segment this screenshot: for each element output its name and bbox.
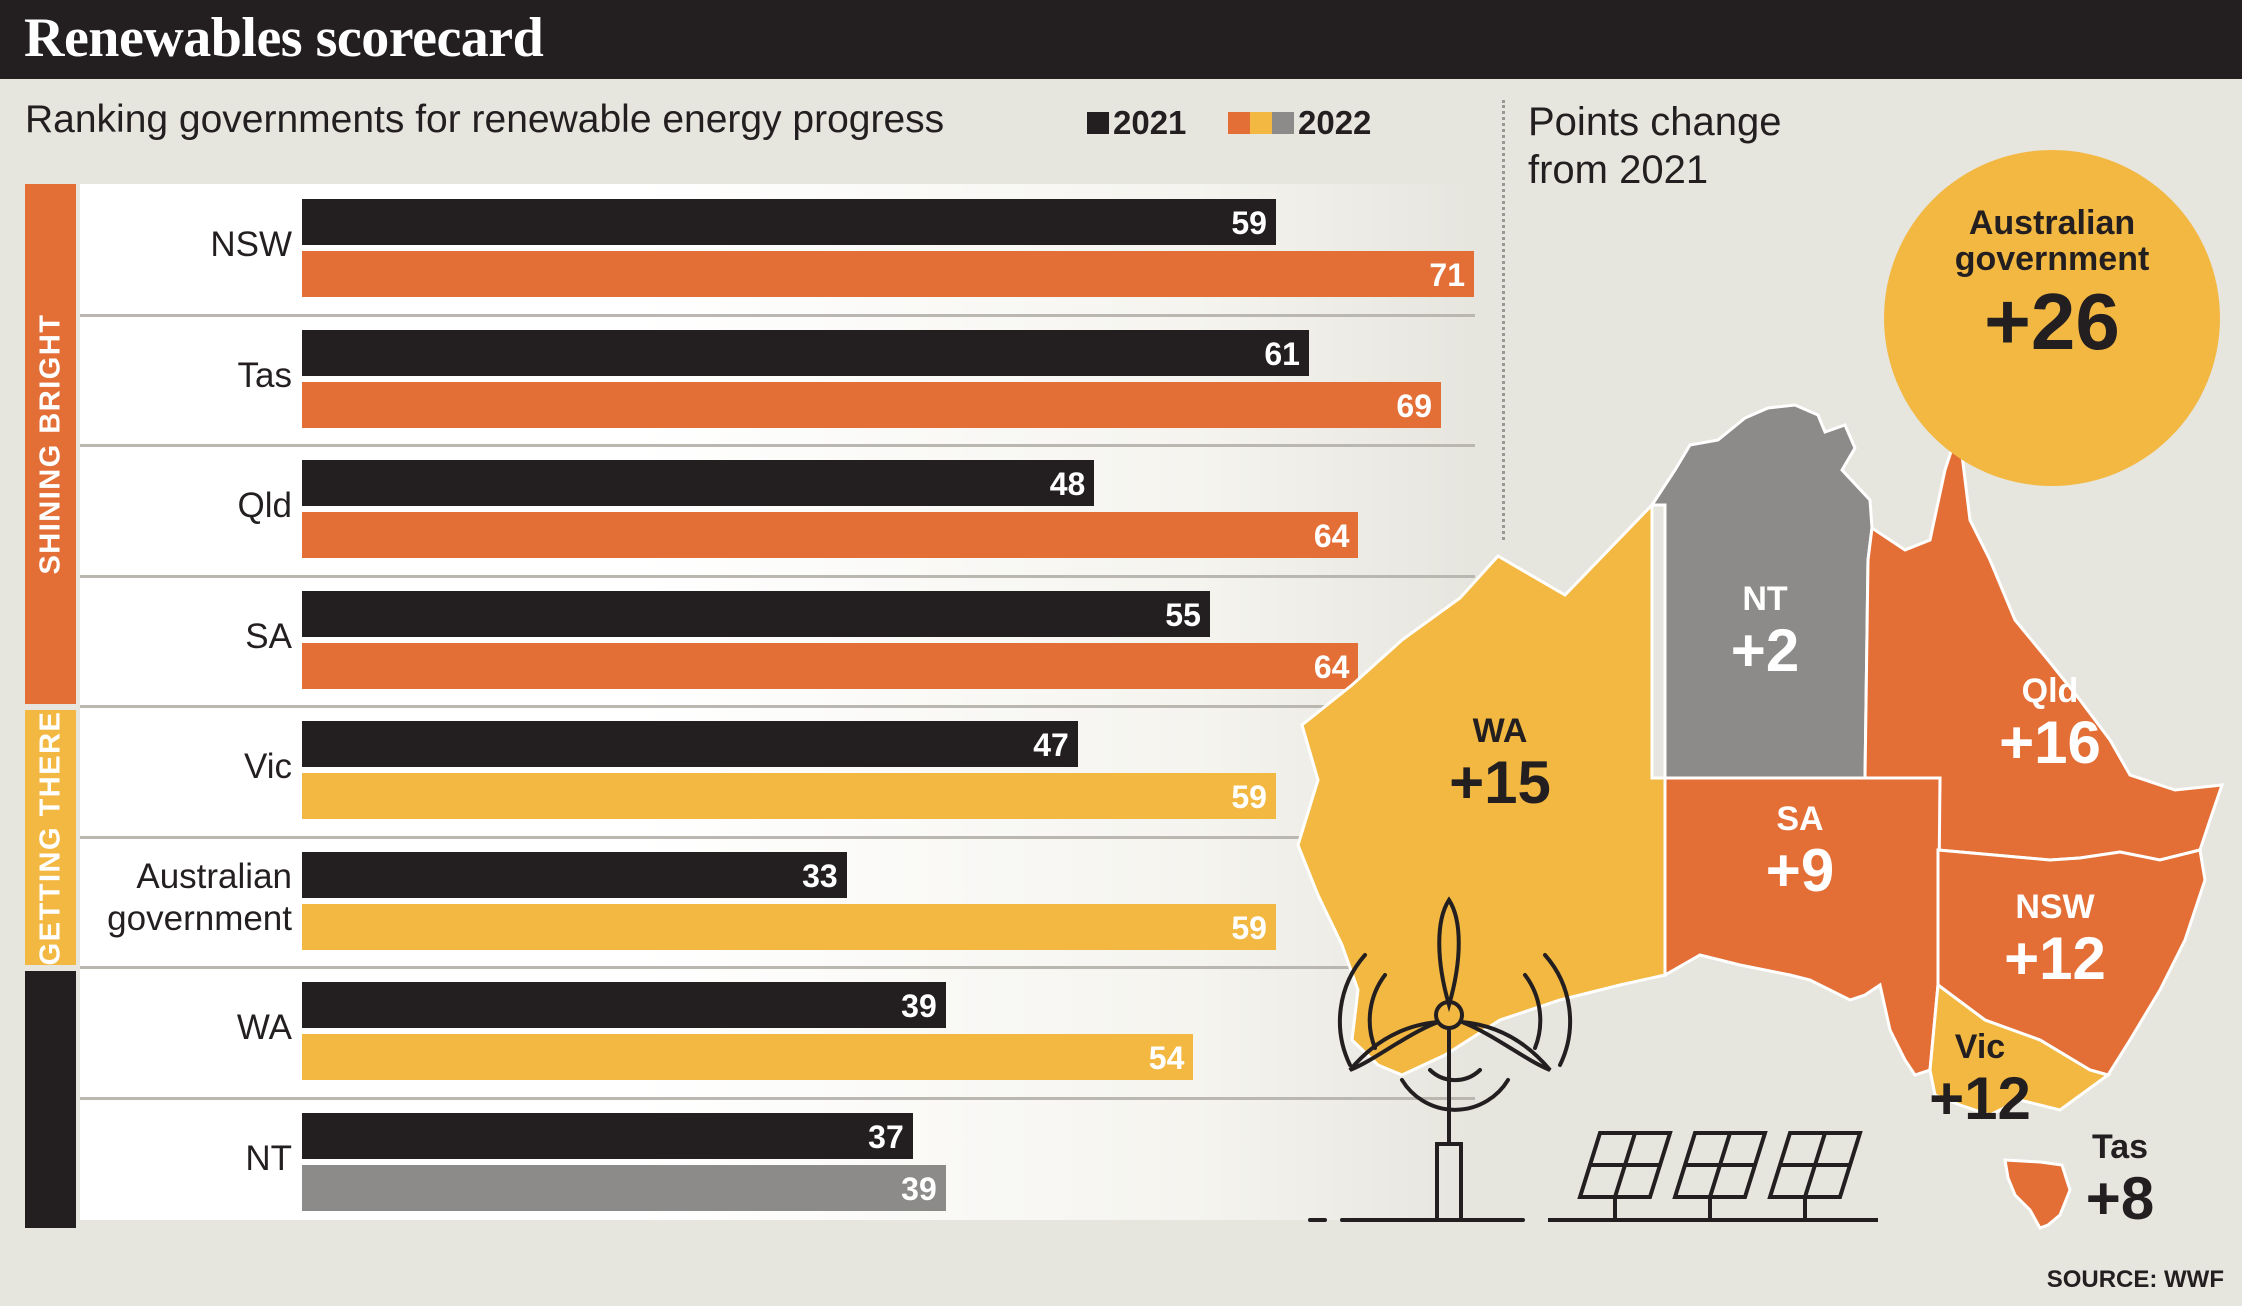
category-label: Vic (244, 747, 292, 787)
category-label: Qld (237, 486, 292, 526)
map-label-vic: Vic +12 (1900, 1028, 2060, 1132)
map-label-nsw: NSW +12 (1975, 888, 2135, 992)
category-label: Australian government (107, 856, 292, 938)
bar-value-2022: 59 (1231, 779, 1267, 815)
map-name-nsw: NSW (2015, 888, 2095, 926)
map-change-vic: +12 (1929, 1065, 2031, 1132)
map-region-wa (1296, 501, 1667, 1077)
map-change-federal: +26 (1984, 277, 2120, 366)
row-separator (80, 313, 1475, 317)
map-change-tas: +8 (2085, 1165, 2155, 1232)
source-note: SOURCE: WWF (2046, 1266, 2224, 1293)
map-change-nsw: +12 (2004, 925, 2106, 992)
bar-value-2021: 47 (1033, 727, 1069, 763)
legend-item-2022: 2022 (1228, 104, 1371, 142)
map-label-nt: NT +2 (1690, 580, 1840, 684)
map-change-sa: +9 (1765, 837, 1835, 904)
bar-value-2021: 33 (802, 857, 838, 894)
category-label: NSW (210, 225, 292, 265)
legend-swatch-2022-yellow (1250, 112, 1272, 134)
category-label: SA (245, 616, 292, 656)
bar-2022 (302, 1034, 1194, 1080)
bar-value-2021: 37 (868, 1118, 904, 1155)
map-name-qld: Qld (2021, 672, 2079, 710)
section-divider (1502, 100, 1505, 540)
page-title: Renewables scorecard (24, 7, 544, 69)
row-separator (80, 1096, 1475, 1100)
bar-value-2022: 39 (901, 1170, 937, 1207)
legend-swatch-2022-orange (1228, 112, 1250, 134)
map-change-qld: +16 (1999, 709, 2101, 776)
map-name-wa: WA (1472, 712, 1528, 750)
map-heading: Points change from 2021 (1528, 100, 1782, 192)
legend-label-2021: 2021 (1113, 104, 1187, 141)
bar-2022 (302, 903, 1276, 950)
bar-2021 (302, 982, 946, 1028)
map-name-federal: Australian government (1954, 204, 2150, 278)
solar-panel-icon (1548, 1131, 1878, 1222)
bar-value-2021: 39 (901, 988, 937, 1024)
bar-value-2021: 61 (1264, 335, 1300, 372)
category-label: WA (236, 1008, 292, 1048)
group-band-0: SHINING BRIGHT (25, 184, 76, 704)
category-label: NT (245, 1138, 292, 1178)
map-label-tas: Tas +8 (2070, 1128, 2170, 1232)
bar-2021 (302, 199, 1276, 245)
federal-circle (1884, 150, 2220, 486)
row-separator (80, 966, 1475, 969)
bar-value-2022: 64 (1313, 518, 1350, 554)
bar-value-2022: 71 (1429, 257, 1465, 293)
map-label-qld: Qld +16 (1970, 672, 2130, 776)
bar-2021 (302, 851, 847, 898)
bar-value-2021: 55 (1165, 596, 1201, 633)
map-label-wa: WA +15 (1420, 712, 1580, 816)
bar-2021 (302, 721, 1078, 767)
row-separator (80, 835, 1475, 839)
bar-2022 (302, 251, 1474, 297)
bar-2021 (302, 460, 1095, 506)
bar-2021 (302, 329, 1309, 376)
category-label: Tas (237, 355, 292, 395)
group-band-2 (25, 971, 76, 1228)
legend-item-2021: 2021 (1087, 104, 1186, 142)
bar-2021 (302, 590, 1210, 637)
map-name-nt: NT (1742, 580, 1788, 618)
row-separator (80, 444, 1475, 447)
bar-2022 (302, 773, 1276, 819)
legend-label-2022: 2022 (1298, 104, 1372, 141)
bar-2022 (302, 1164, 946, 1211)
bar-value-2022: 54 (1148, 1040, 1185, 1076)
bar-value-2021: 48 (1049, 466, 1086, 502)
chart-subtitle: Ranking governments for renewable energy… (25, 98, 945, 141)
wind-turbine-icon (1308, 896, 1573, 1222)
map-label-sa: SA +9 (1720, 800, 1880, 904)
bar-2022 (302, 381, 1441, 428)
row-separator (80, 705, 1475, 708)
bar-2022 (302, 642, 1359, 689)
map-region-tas (2003, 1158, 2072, 1230)
bar-value-2021: 59 (1231, 205, 1267, 241)
map-region-vic (1928, 982, 2112, 1117)
legend-swatch-2022-grey (1272, 112, 1294, 134)
map-name-sa: SA (1776, 800, 1824, 838)
row-separator (80, 574, 1475, 578)
header-bar (0, 0, 2242, 79)
legend-swatch-2021 (1087, 112, 1109, 134)
bar-value-2022: 69 (1396, 387, 1432, 424)
bar-2021 (302, 1112, 913, 1159)
bar-value-2022: 59 (1231, 909, 1267, 946)
map-name-tas: Tas (2091, 1128, 2149, 1166)
map-change-nt: +2 (1730, 617, 1800, 684)
bar-2022 (302, 512, 1359, 558)
group-band-1: GETTING THERE (25, 710, 76, 965)
map-change-wa: +15 (1449, 749, 1551, 816)
map-name-vic: Vic (1954, 1028, 2006, 1066)
bar-value-2022: 64 (1313, 648, 1350, 685)
map-label-federal: Australian government +26 (1902, 205, 2202, 367)
